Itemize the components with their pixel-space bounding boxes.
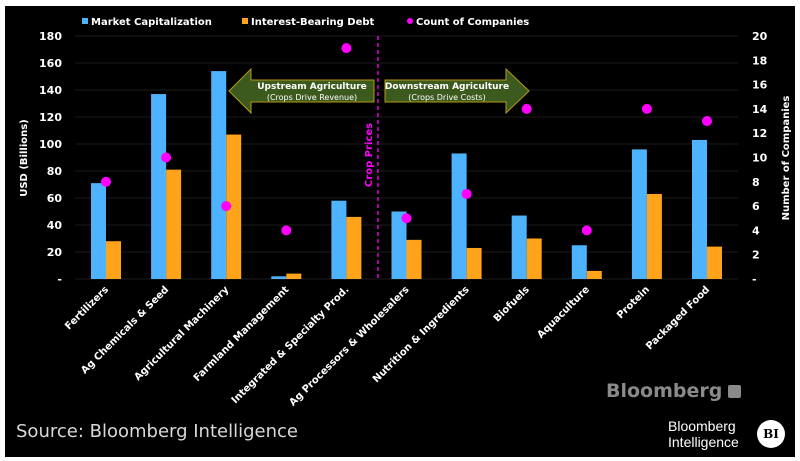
y2-tick-label: 16 bbox=[752, 79, 768, 92]
y2-tick-label: - bbox=[752, 273, 757, 286]
bar-debt bbox=[226, 134, 242, 279]
x-tick-label: Farmland Management bbox=[192, 284, 292, 384]
bar-market-cap bbox=[271, 276, 287, 279]
upstream-title: Upstream Agriculture bbox=[257, 82, 367, 92]
legend-label: Interest-Bearing Debt bbox=[251, 17, 375, 28]
y2-tick-label: 10 bbox=[752, 152, 768, 165]
dot-company-count bbox=[101, 176, 111, 187]
upstream-subtitle: (Crops Drive Revenue) bbox=[267, 93, 357, 102]
downstream-subtitle: (Crops Drive Costs) bbox=[408, 93, 485, 102]
legend-swatch bbox=[82, 18, 88, 24]
bar-market-cap bbox=[331, 200, 347, 279]
bloomberg-logo-text: Bloomberg bbox=[606, 380, 723, 402]
y2-tick-label: 4 bbox=[752, 224, 760, 237]
brand-line2: Intelligence bbox=[668, 434, 739, 450]
y-tick-label: 40 bbox=[47, 219, 63, 232]
y-tick-label: 80 bbox=[47, 165, 63, 178]
bar-debt bbox=[646, 193, 662, 279]
chart-icon bbox=[728, 385, 742, 398]
y2-tick-label: 18 bbox=[752, 54, 767, 67]
y-tick-label: 120 bbox=[39, 111, 62, 124]
dot-company-count bbox=[702, 116, 712, 127]
bar-debt bbox=[406, 239, 422, 279]
x-tick-label: Ag Processors & Wholesalers bbox=[287, 284, 411, 408]
legend-swatch bbox=[407, 18, 413, 24]
bloomberg-logo: Bloomberg bbox=[606, 380, 742, 402]
x-tick-label: Agricultural Machinery bbox=[133, 284, 232, 383]
source-note: Source: Bloomberg Intelligence bbox=[16, 421, 298, 442]
bar-market-cap bbox=[391, 211, 407, 279]
bar-market-cap bbox=[451, 153, 467, 279]
bi-badge: BI bbox=[757, 420, 785, 448]
y2-tick-label: 20 bbox=[752, 30, 768, 43]
dot-company-count bbox=[521, 103, 532, 114]
bar-debt bbox=[586, 270, 602, 279]
dot-company-count bbox=[641, 103, 652, 114]
x-tick-label: Nutrition & Ingredients bbox=[371, 284, 472, 385]
x-tick-label: Protein bbox=[615, 284, 652, 321]
dot-company-count bbox=[161, 152, 172, 163]
x-tick-label: Fertilizers bbox=[63, 284, 111, 332]
bar-debt bbox=[106, 241, 121, 279]
legend-label: Count of Companies bbox=[416, 17, 529, 28]
y2-tick-label: 6 bbox=[752, 200, 760, 213]
dot-company-count bbox=[401, 213, 412, 224]
x-tick-label: Packaged Food bbox=[644, 284, 712, 352]
y2-tick-label: 14 bbox=[752, 103, 768, 116]
bar-market-cap bbox=[692, 139, 707, 279]
dot-company-count bbox=[581, 225, 592, 236]
bar-market-cap bbox=[91, 183, 106, 279]
bar-debt bbox=[707, 246, 722, 279]
x-tick-label: Aquaculture bbox=[535, 284, 592, 341]
bar-debt bbox=[166, 169, 182, 279]
y-axis-label: USD (Billions) bbox=[19, 119, 30, 197]
y-tick-label: 100 bbox=[39, 138, 62, 151]
y-tick-label: - bbox=[57, 273, 62, 286]
y2-tick-label: 8 bbox=[752, 176, 760, 189]
dot-company-count bbox=[281, 225, 292, 236]
bar-market-cap bbox=[211, 71, 227, 279]
legend-label: Market Capitalization bbox=[91, 17, 212, 28]
brand-line1: Bloomberg bbox=[668, 418, 736, 434]
y-tick-label: 60 bbox=[47, 192, 63, 205]
bar-debt bbox=[346, 216, 362, 279]
downstream-arrow bbox=[384, 67, 530, 115]
x-tick-label: Biofuels bbox=[492, 284, 532, 324]
dot-company-count bbox=[221, 201, 232, 212]
downstream-title: Downstream Agriculture bbox=[385, 82, 509, 92]
dot-company-count bbox=[341, 43, 352, 54]
upstream-arrow bbox=[228, 67, 375, 115]
bar-market-cap bbox=[631, 149, 647, 279]
y-tick-label: 140 bbox=[39, 84, 62, 97]
bar-debt bbox=[466, 247, 482, 279]
bar-market-cap bbox=[151, 94, 167, 279]
y-tick-label: 20 bbox=[47, 246, 63, 259]
bar-debt bbox=[286, 273, 302, 279]
bar-debt bbox=[526, 238, 542, 279]
x-tick-label: Integrated & Specialty Prod. bbox=[230, 284, 352, 406]
y2-tick-label: 2 bbox=[752, 249, 760, 262]
dot-company-count bbox=[461, 188, 472, 199]
y2-axis-label: Number of Companies bbox=[781, 96, 792, 221]
y2-tick-label: 12 bbox=[752, 127, 767, 140]
crop-prices-label: Crop Prices bbox=[364, 123, 375, 187]
bar-market-cap bbox=[511, 215, 527, 279]
y-tick-label: 160 bbox=[39, 57, 62, 70]
y-tick-label: 180 bbox=[39, 30, 62, 43]
legend-swatch bbox=[242, 18, 248, 24]
bloomberg-intelligence-brand: Bloomberg Intelligence bbox=[668, 418, 739, 450]
bar-market-cap bbox=[571, 245, 587, 279]
